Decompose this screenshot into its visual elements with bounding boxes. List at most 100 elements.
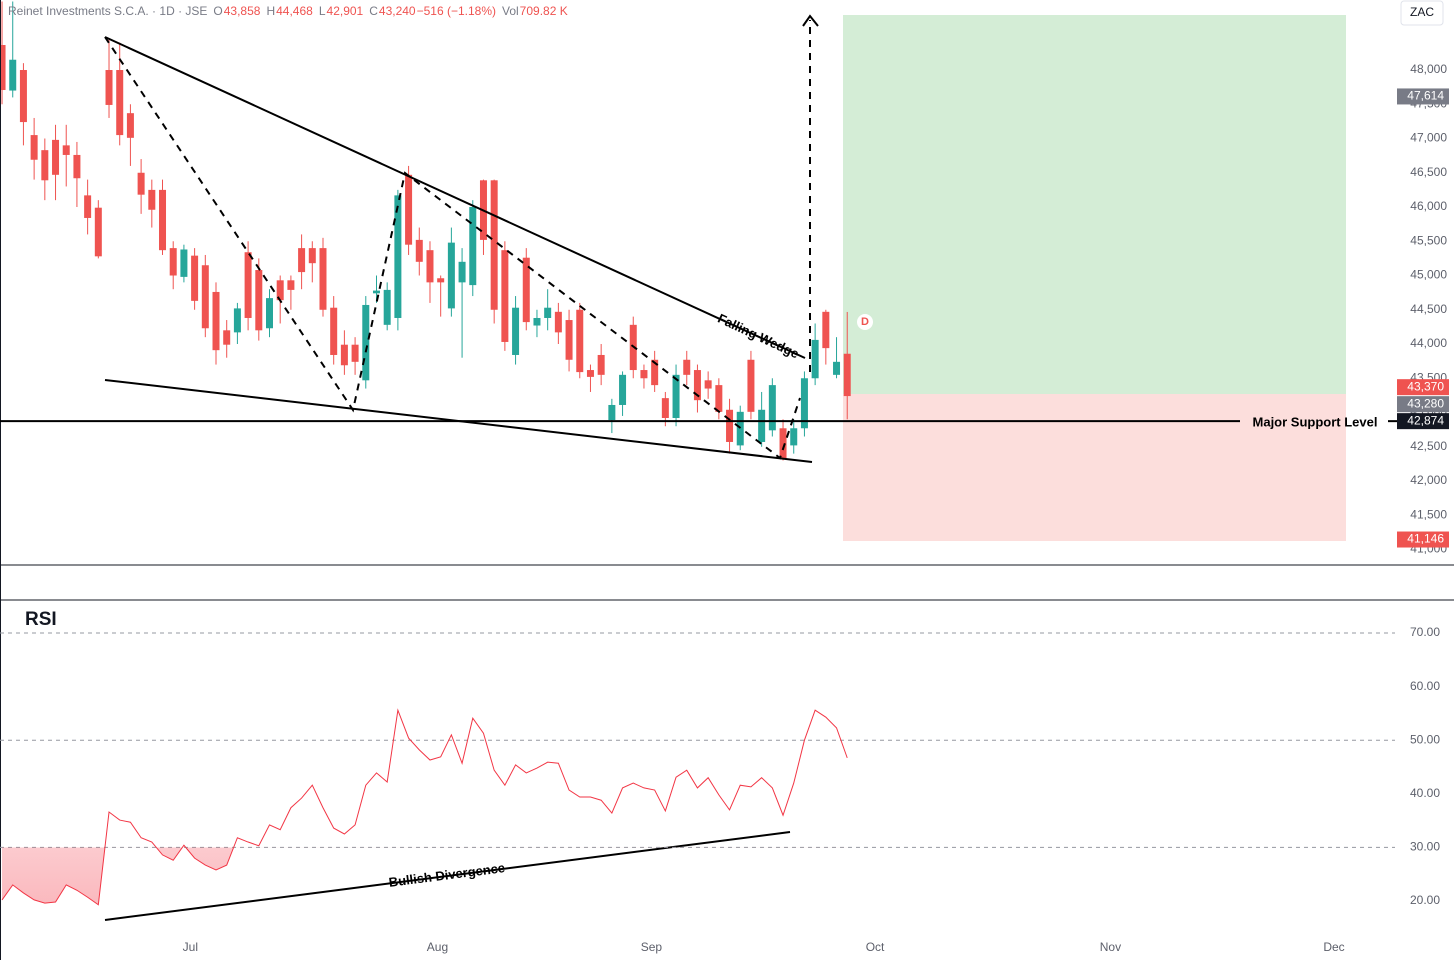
- y-tick-label: 44,500: [1410, 302, 1447, 316]
- divergence-line: [104, 831, 791, 921]
- candle-body: [790, 428, 798, 446]
- candle-body: [41, 150, 49, 181]
- candles: [0, 1, 851, 461]
- currency: ZAC: [1410, 5, 1434, 19]
- candle-body: [330, 307, 338, 355]
- wave-path: [104, 36, 801, 460]
- candle-body: [52, 139, 60, 175]
- wedge-upper: [104, 36, 806, 359]
- candle-body: [308, 248, 316, 264]
- candle-body: [843, 353, 851, 397]
- candle-body: [800, 378, 808, 429]
- candle-body: [19, 70, 27, 123]
- candle-body: [319, 248, 327, 310]
- header-item: 42,901: [327, 4, 364, 18]
- candle-body: [351, 344, 359, 362]
- y-tick-label: 48,000: [1410, 62, 1447, 76]
- candle-body: [565, 320, 573, 360]
- rsi-line: [1, 708, 848, 906]
- candle-body: [715, 385, 723, 412]
- candle-body: [683, 359, 691, 375]
- candle-body: [73, 154, 81, 179]
- price-marker: [1397, 413, 1449, 430]
- candle-body: [394, 195, 402, 318]
- candle-body: [362, 304, 370, 381]
- y-tick-label: 44,000: [1410, 336, 1447, 350]
- candle-body: [768, 385, 776, 431]
- candle-body: [201, 265, 209, 329]
- x-tick-label: Aug: [427, 940, 448, 954]
- candle-body: [747, 359, 755, 412]
- candle-body: [736, 411, 744, 446]
- y-tick-label: 60.00: [1410, 679, 1440, 693]
- candle-body: [298, 248, 306, 273]
- candle-body: [9, 59, 17, 91]
- x-tick-label: Oct: [866, 940, 885, 954]
- candle-body: [244, 252, 252, 318]
- candle-body: [458, 261, 466, 283]
- candle-body: [116, 70, 124, 136]
- candle-body: [30, 135, 38, 160]
- candle-body: [148, 189, 156, 210]
- price-marker-label: 47,614: [1407, 89, 1444, 103]
- header-item: 43,858: [224, 4, 261, 18]
- candle-body: [586, 370, 594, 377]
- candle-body: [640, 370, 648, 379]
- price-marker-label: 41,146: [1407, 532, 1444, 546]
- x-tick-label: Nov: [1100, 940, 1121, 954]
- y-tick-label: 70.00: [1410, 625, 1440, 639]
- y-tick-label: 20.00: [1410, 893, 1440, 907]
- candle-body: [126, 113, 134, 138]
- candle-body: [191, 255, 199, 301]
- header-item: Reinet Investments S.C.A. · 1D · JSE: [8, 4, 207, 18]
- price-marker-label: 43,280: [1407, 396, 1444, 410]
- header-item: 44,468: [276, 4, 313, 18]
- candle-body: [265, 298, 273, 329]
- candle-body: [469, 207, 477, 286]
- candle-body: [619, 374, 627, 405]
- dividend-marker: [857, 314, 873, 330]
- candle-body: [84, 195, 92, 218]
- candle-body: [105, 70, 113, 105]
- candle-body: [544, 307, 552, 318]
- candle-body: [94, 207, 102, 257]
- candle-body: [533, 317, 541, 326]
- candle-body: [0, 45, 6, 91]
- header-item: H: [266, 4, 275, 18]
- candle-body: [576, 309, 584, 373]
- header-item: 43,240: [379, 4, 416, 18]
- header-item: L: [319, 4, 326, 18]
- candle-body: [597, 354, 605, 375]
- candle-body: [833, 361, 841, 375]
- candle-body: [447, 242, 455, 309]
- candle-body: [223, 330, 231, 345]
- candle-body: [522, 257, 530, 323]
- candle-body: [822, 311, 830, 349]
- profit-zone: [843, 15, 1346, 394]
- x-tick-label: Sep: [641, 940, 663, 954]
- candle-body: [704, 380, 712, 389]
- x-tick-label: Jul: [183, 940, 198, 954]
- header-item: −516 (−1.18%): [417, 4, 496, 18]
- candle-body: [726, 409, 734, 442]
- price-marker: [1397, 379, 1449, 396]
- candle-body: [169, 248, 177, 276]
- candle-body: [159, 189, 167, 251]
- price-marker: [1397, 396, 1449, 413]
- price-marker-label: 42,874: [1407, 413, 1444, 427]
- candle-body: [180, 249, 188, 277]
- x-tick-label: Dec: [1323, 940, 1344, 954]
- y-tick-label: 42,500: [1410, 439, 1447, 453]
- candle-body: [651, 359, 659, 386]
- candle-body: [212, 291, 220, 351]
- candle-body: [437, 278, 445, 283]
- candle-body: [233, 308, 241, 333]
- candle-body: [62, 145, 70, 155]
- candle-body: [383, 289, 391, 325]
- y-tick-label: 40.00: [1410, 786, 1440, 800]
- header-item: 709.82 K: [520, 4, 568, 18]
- rsi-title: RSI: [25, 609, 57, 630]
- y-tick-label: 46,000: [1410, 199, 1447, 213]
- y-tick-label: 42,000: [1410, 473, 1447, 487]
